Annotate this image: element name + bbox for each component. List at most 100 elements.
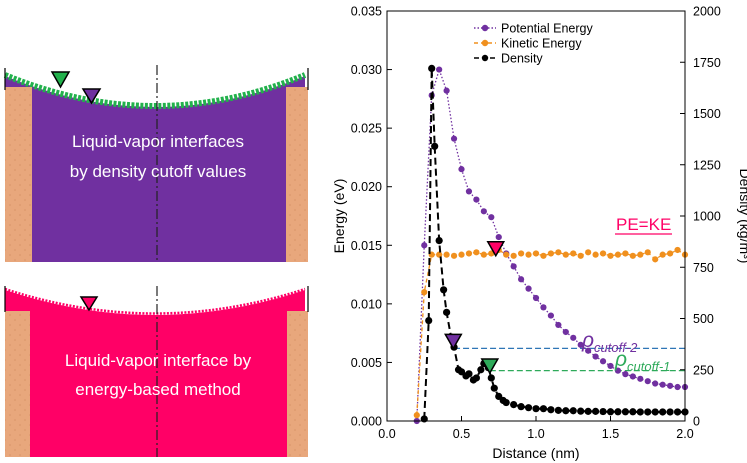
x-tick-label: 1.0: [527, 427, 544, 441]
x-tick-label: 2.0: [676, 427, 693, 441]
density-point: [524, 404, 533, 412]
density-point: [577, 407, 585, 415]
potential-energy-point: [659, 381, 666, 388]
kinetic-energy-point: [629, 252, 636, 259]
density-point: [477, 366, 485, 374]
potential-energy-point: [540, 304, 547, 311]
y2-tick-label: 1750: [693, 56, 721, 70]
density-point: [431, 142, 439, 150]
x-axis-label: Distance (nm): [492, 445, 579, 461]
x-tick-label: 0.5: [453, 427, 470, 441]
potential-energy-point: [450, 135, 458, 142]
kinetic-energy-point: [637, 251, 644, 258]
marker-triangle-green: [50, 71, 71, 89]
interface-edge: [4, 287, 306, 315]
potential-energy-point: [480, 208, 487, 215]
kinetic-energy-point: [547, 250, 555, 257]
density-point: [472, 374, 480, 382]
potential-energy-point: [622, 371, 629, 378]
density-point: [636, 408, 644, 416]
density-point: [592, 407, 600, 415]
density-point: [554, 406, 562, 414]
potential-energy-point: [674, 383, 681, 391]
potential-energy-point: [518, 276, 525, 283]
y2-tick-label: 0: [693, 415, 700, 429]
potential-energy-point: [570, 334, 577, 341]
density-point: [621, 408, 630, 416]
potential-energy-point: [599, 358, 607, 365]
y-tick-label: 0.020: [351, 180, 382, 194]
kinetic-energy-point: [518, 250, 525, 257]
density-point: [490, 384, 498, 392]
density-point: [510, 401, 518, 409]
density-point: [487, 374, 495, 382]
rho-subscript: cutoff-1: [627, 359, 670, 374]
potential-energy-point: [592, 353, 599, 360]
potential-energy-point: [629, 373, 636, 380]
density-point: [517, 403, 525, 411]
x-tick-label: 1.5: [602, 427, 619, 441]
kinetic-energy-point: [503, 251, 510, 258]
density-point: [443, 308, 451, 316]
kinetic-energy-point: [555, 249, 562, 256]
energy-density-chart: 0.0 0.5 1.0 1.5 2.0 0.000 0.005 0.010 0.015 0.020…: [331, 5, 747, 462]
density-point: [629, 408, 637, 416]
kinetic-energy-point: [480, 251, 487, 258]
potential-energy-point: [644, 378, 651, 385]
top-caption-line2: by density cutoff values: [70, 162, 246, 181]
kinetic-energy-point: [644, 249, 651, 256]
kinetic-energy-line: [416, 249, 686, 416]
y-tick-label: 0.000: [351, 415, 382, 429]
kinetic-energy-point: [510, 252, 517, 259]
y-tick-label: 0.025: [351, 122, 382, 136]
kinetic-energy-point: [413, 412, 420, 419]
rho-subscript: cutoff-2: [594, 340, 638, 355]
y2-tick-label: 2000: [693, 5, 721, 19]
legend-label: Potential Energy: [501, 22, 593, 36]
potential-energy-point: [585, 347, 592, 354]
marker-pe-ke: [486, 241, 506, 258]
density-point: [435, 237, 443, 245]
marker-rho-cutoff-2: [444, 333, 463, 350]
potential-energy-point: [488, 214, 495, 221]
y2-tick-label: 1250: [693, 158, 721, 172]
kinetic-energy-point: [436, 251, 443, 258]
density-point: [425, 316, 433, 325]
kinetic-energy-point: [532, 250, 540, 257]
bottom-caption-line2: energy-based method: [75, 380, 240, 399]
top-caption-line1: Liquid-vapor interfaces: [72, 132, 244, 151]
wall-left: [5, 311, 30, 457]
potential-energy-point: [607, 362, 614, 370]
y-tick-label: 0.010: [351, 297, 382, 311]
density-point: [547, 406, 555, 414]
kinetic-energy-point: [659, 251, 666, 258]
liquid-region: [5, 76, 305, 262]
kinetic-energy-point: [562, 251, 569, 258]
y2-tick-label: 1500: [693, 107, 721, 121]
kinetic-energy-point: [473, 249, 480, 256]
y2-tick-label: 1000: [693, 210, 721, 224]
kinetic-energy-point: [443, 251, 450, 258]
y2-tick-label: 500: [693, 312, 714, 326]
wall-right: [287, 311, 308, 457]
rho-symbol: ρ: [614, 348, 627, 371]
axes: 0.0 0.5 1.0 1.5 2.0 0.000 0.005 0.010 0.015 0.020…: [331, 5, 747, 462]
reference-lines: [454, 347, 685, 372]
y-tick-label: 0.035: [351, 5, 382, 19]
density-point: [569, 407, 577, 415]
kinetic-energy-point: [622, 250, 629, 257]
y-axis-label: Energy (eV): [331, 179, 347, 254]
y2-tick-label: 750: [693, 261, 714, 275]
potential-energy-point: [547, 312, 555, 319]
potential-energy-point: [443, 87, 450, 94]
kinetic-energy-point: [607, 252, 614, 259]
potential-energy-point: [510, 263, 517, 270]
potential-energy-point: [458, 166, 465, 173]
panel-energy-method: Liquid-vapor interface by energy-based m…: [4, 286, 309, 457]
rho-cutoff-1-label: ρcutoff-1: [614, 348, 670, 374]
panel-density-cutoff: Liquid-vapor interfaces by density cutof…: [3, 65, 309, 262]
kinetic-energy-point: [525, 251, 532, 258]
potential-energy-point: [637, 375, 644, 382]
potential-energy-point: [577, 341, 584, 348]
